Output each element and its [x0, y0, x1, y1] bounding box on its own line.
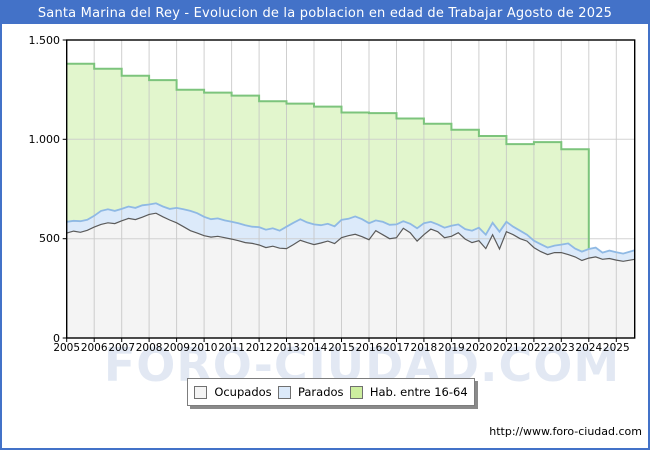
- x-tick-label: 2012: [245, 342, 273, 354]
- x-tick-label: 2013: [273, 342, 300, 354]
- legend-label-parados: Parados: [297, 385, 344, 399]
- chart-title: Santa Marina del Rey - Evolucion de la p…: [37, 5, 613, 21]
- website-url: http://www.foro-ciudad.com: [489, 425, 642, 438]
- x-tick-label: 2023: [547, 342, 575, 354]
- x-tick-label: 2009: [163, 342, 190, 354]
- x-tick-label: 2018: [410, 342, 438, 354]
- legend-item-ocupados: Ocupados: [194, 385, 272, 399]
- x-tick-label: 2005: [53, 342, 81, 354]
- x-tick-label: 2011: [218, 342, 245, 354]
- legend: Ocupados Parados Hab. entre 16-64: [187, 378, 475, 406]
- x-tick-label: 2017: [383, 342, 410, 354]
- legend-swatch-ocupados: [194, 385, 208, 399]
- x-tick-label: 2020: [465, 342, 493, 354]
- legend-swatch-parados: [277, 385, 291, 399]
- x-tick-label: 2016: [355, 342, 383, 354]
- x-tick-label: 2007: [108, 342, 136, 354]
- y-tick-label: 1.500: [28, 33, 61, 47]
- y-tick-label: 500: [39, 232, 60, 246]
- legend-item-parados: Parados: [277, 385, 344, 399]
- x-tick-label: 2019: [438, 342, 465, 354]
- x-tick-label: 2025: [602, 342, 630, 354]
- legend-swatch-hab-16-64: [349, 385, 363, 399]
- y-tick-label: 0: [53, 331, 60, 345]
- y-tick-label: 1.000: [28, 132, 61, 146]
- x-tick-label: 2010: [190, 342, 218, 354]
- x-tick-label: 2022: [520, 342, 548, 354]
- x-tick-label: 2024: [575, 342, 603, 354]
- x-tick-label: 2008: [135, 342, 163, 354]
- legend-label-ocupados: Ocupados: [214, 385, 272, 399]
- x-tick-label: 2021: [493, 342, 520, 354]
- x-tick-label: 2014: [300, 342, 328, 354]
- legend-item-hab-16-64: Hab. entre 16-64: [349, 385, 468, 399]
- x-tick-label: 2015: [328, 342, 355, 354]
- title-bar: Santa Marina del Rey - Evolucion de la p…: [2, 2, 648, 24]
- legend-label-hab-16-64: Hab. entre 16-64: [369, 385, 468, 399]
- x-tick-label: 2006: [80, 342, 108, 354]
